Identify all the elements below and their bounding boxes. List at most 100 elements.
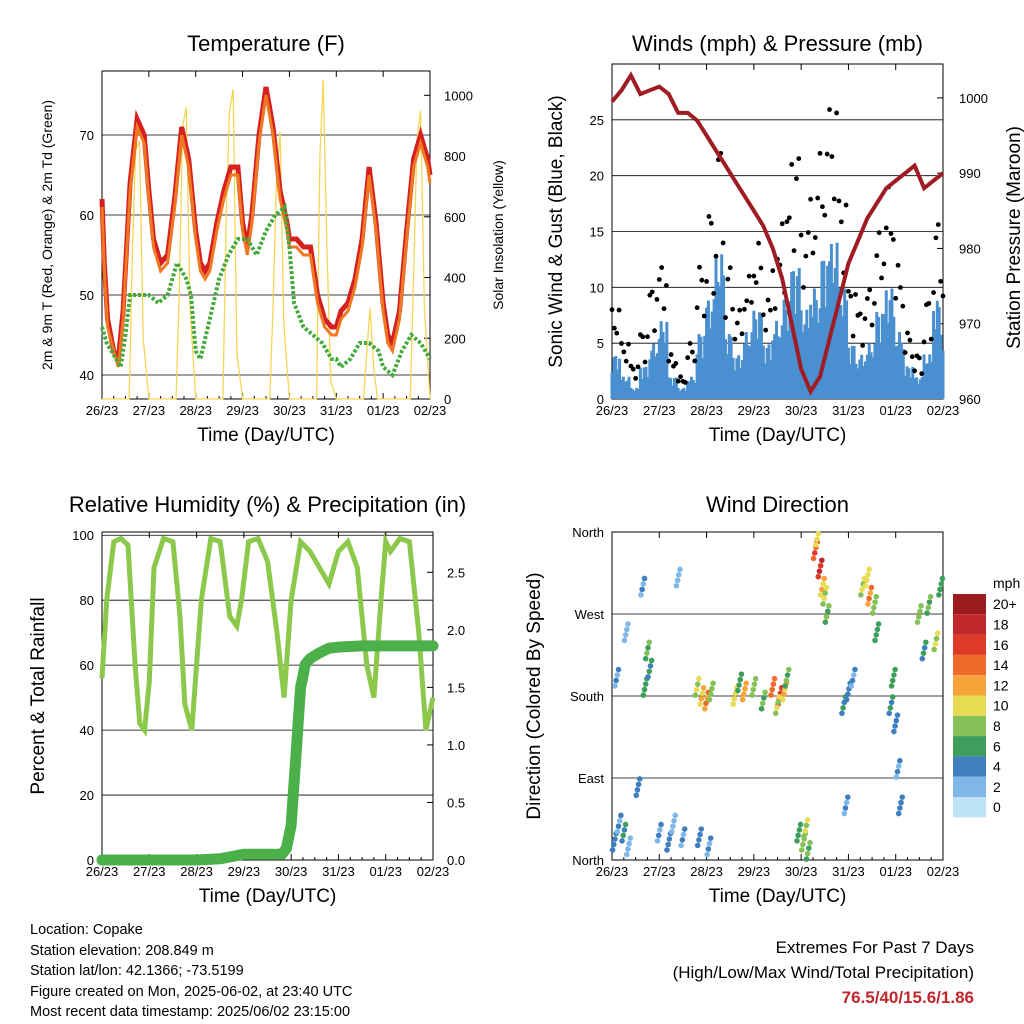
direction-point bbox=[886, 710, 893, 717]
gust-point bbox=[616, 307, 622, 313]
x-tick-label: 29/23 bbox=[226, 403, 259, 418]
gust-point bbox=[895, 262, 901, 268]
direction-point bbox=[627, 835, 634, 841]
x-tick-label: 26/23 bbox=[86, 864, 119, 879]
gust-point bbox=[879, 275, 884, 281]
direction-point bbox=[796, 827, 803, 833]
x-tick-label: 02/23 bbox=[417, 864, 450, 879]
gust-point bbox=[685, 355, 691, 361]
direction-point bbox=[614, 828, 621, 835]
direction-point bbox=[636, 776, 643, 782]
gust-point bbox=[652, 328, 657, 334]
y-right-tick-label: 1000 bbox=[959, 91, 988, 106]
gust-point bbox=[645, 334, 650, 340]
direction-point bbox=[704, 851, 710, 858]
chart-title: Temperature (F) bbox=[187, 31, 345, 56]
direction-point bbox=[814, 536, 820, 543]
y-tick-label: 60 bbox=[80, 208, 94, 223]
direction-point bbox=[931, 646, 937, 653]
gust-point bbox=[912, 368, 918, 374]
gust-point bbox=[626, 341, 631, 347]
gust-point bbox=[796, 156, 802, 161]
station-elevation: Station elevation: 208.849 m bbox=[30, 942, 214, 959]
direction-point bbox=[895, 810, 902, 817]
gust-point bbox=[732, 336, 738, 342]
y-right-tick-label: 800 bbox=[444, 149, 466, 164]
gust-point bbox=[867, 287, 873, 293]
gust-point bbox=[862, 316, 868, 322]
y-tick-label: South bbox=[570, 689, 604, 704]
direction-point bbox=[921, 644, 928, 651]
gust-point bbox=[678, 374, 683, 380]
colorbar-label: 4 bbox=[993, 759, 1001, 775]
direction-point bbox=[641, 575, 648, 582]
gust-point bbox=[694, 305, 700, 311]
gust-point bbox=[713, 253, 719, 259]
gust-point bbox=[779, 221, 785, 227]
gust-point bbox=[902, 350, 908, 355]
gust-point bbox=[675, 378, 681, 384]
direction-point bbox=[785, 666, 792, 673]
direction-point bbox=[821, 595, 827, 602]
direction-point bbox=[675, 572, 682, 578]
y-tick-label: 20 bbox=[80, 788, 94, 803]
direction-point bbox=[758, 705, 765, 712]
direction-point bbox=[865, 601, 871, 607]
gust-point bbox=[720, 240, 726, 246]
x-tick-label: 01/23 bbox=[879, 864, 912, 879]
gust-point bbox=[673, 361, 679, 366]
direction-point bbox=[639, 586, 645, 593]
direction-point bbox=[699, 690, 706, 697]
x-tick-label: 30/23 bbox=[273, 403, 306, 418]
colorbar-swatch bbox=[953, 614, 986, 635]
direction-point bbox=[821, 575, 827, 582]
colorbar-swatch bbox=[953, 634, 986, 655]
gust-point bbox=[933, 235, 939, 241]
colorbar-swatch bbox=[953, 776, 986, 797]
gust-point bbox=[654, 297, 660, 302]
gust-point bbox=[848, 293, 854, 299]
direction-point bbox=[731, 695, 738, 702]
gust-point bbox=[876, 230, 882, 236]
direction-point bbox=[849, 677, 856, 684]
direction-point bbox=[752, 675, 759, 682]
direction-point bbox=[894, 768, 901, 775]
direction-point bbox=[647, 663, 654, 669]
direction-point bbox=[609, 847, 616, 853]
direction-point bbox=[623, 626, 630, 633]
pressure-line bbox=[610, 71, 945, 396]
gust-point bbox=[744, 298, 750, 304]
direction-point bbox=[658, 821, 664, 828]
direction-point bbox=[759, 700, 766, 707]
direction-point bbox=[891, 728, 897, 735]
direction-point bbox=[615, 666, 622, 673]
gust-point bbox=[805, 230, 811, 235]
direction-point bbox=[742, 685, 748, 692]
direction-point bbox=[783, 677, 790, 684]
y-tick-label: 0 bbox=[597, 392, 604, 407]
y-tick-label: West bbox=[575, 607, 605, 622]
gust-point bbox=[760, 312, 766, 318]
direction-point bbox=[642, 655, 649, 662]
y-tick-label: 25 bbox=[590, 113, 604, 128]
gust-point bbox=[893, 295, 899, 301]
chart-title: Wind Direction bbox=[706, 492, 849, 517]
direction-point bbox=[872, 637, 878, 644]
direction-point bbox=[800, 841, 806, 848]
direction-point bbox=[762, 689, 768, 696]
gust-point bbox=[815, 195, 821, 201]
direction-point bbox=[927, 593, 934, 600]
direction-point bbox=[739, 696, 746, 703]
direction-point bbox=[706, 696, 713, 703]
direction-point bbox=[898, 799, 904, 806]
colorbar-swatch bbox=[953, 736, 986, 757]
y-tick-label: 100 bbox=[72, 528, 94, 543]
direction-point bbox=[625, 621, 631, 627]
gust-point bbox=[614, 330, 620, 336]
y-tick-label: 15 bbox=[590, 225, 604, 240]
gust-point bbox=[829, 154, 835, 159]
x-tick-label: 02/23 bbox=[927, 864, 960, 879]
gust-point bbox=[706, 214, 712, 219]
y-right-axis-label: Solar Insolation (Yellow) bbox=[490, 160, 506, 310]
